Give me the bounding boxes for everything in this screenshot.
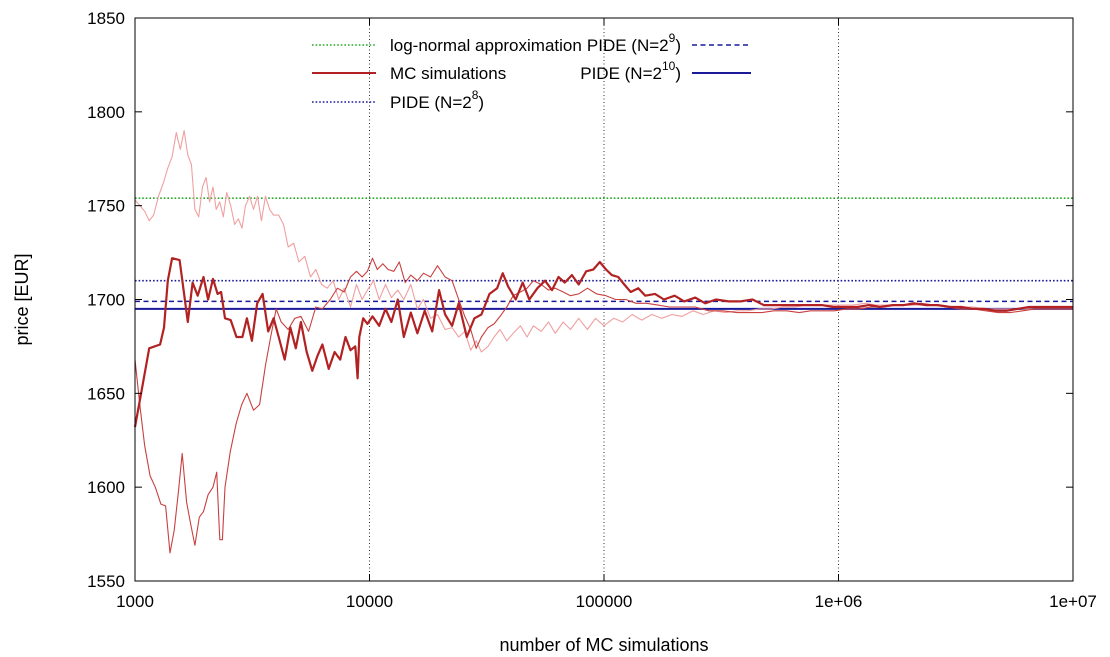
y-tick-label: 1800 — [87, 103, 125, 122]
x-tick-label: 10000 — [346, 592, 393, 611]
legend-label-pide9: PIDE (N=29) — [587, 31, 681, 55]
reference-lines — [135, 197, 1073, 310]
y-tick-label: 1700 — [87, 291, 125, 310]
x-tick-label: 100000 — [576, 592, 633, 611]
y-tick-label: 1650 — [87, 384, 125, 403]
x-tick-label: 1000 — [116, 592, 154, 611]
x-tick-label: 1e+06 — [815, 592, 863, 611]
y-tick-label: 1750 — [87, 197, 125, 216]
legend-label-mc: MC simulations — [390, 64, 506, 83]
y-tick-label: 1850 — [87, 9, 125, 28]
tick-layer: 1550 1600 1650 1700 1750 1800 1850 1000 10000 100… — [87, 9, 1097, 611]
y-tick-label: 1600 — [87, 478, 125, 497]
legend-label-pide8: PIDE (N=28) — [390, 88, 484, 112]
x-axis-title: number of MC simulations — [499, 635, 708, 655]
grid-layer — [369, 18, 839, 581]
y-axis-title: price [EUR] — [12, 253, 32, 345]
x-tick-label: 1e+07 — [1049, 592, 1097, 611]
series-line-mc_run2 — [134, 257, 1073, 554]
series-line-mc_run1 — [133, 257, 1073, 428]
series-line-mc_run3 — [134, 130, 1073, 353]
series-layer — [133, 130, 1073, 554]
y-tick-label: 1550 — [87, 572, 125, 591]
legend: log-normal approximation PIDE (N=29) MC si… — [312, 31, 751, 112]
legend-label-pide10: PIDE (N=210) — [580, 59, 681, 83]
legend-label-lognormal: log-normal approximation — [390, 36, 582, 55]
